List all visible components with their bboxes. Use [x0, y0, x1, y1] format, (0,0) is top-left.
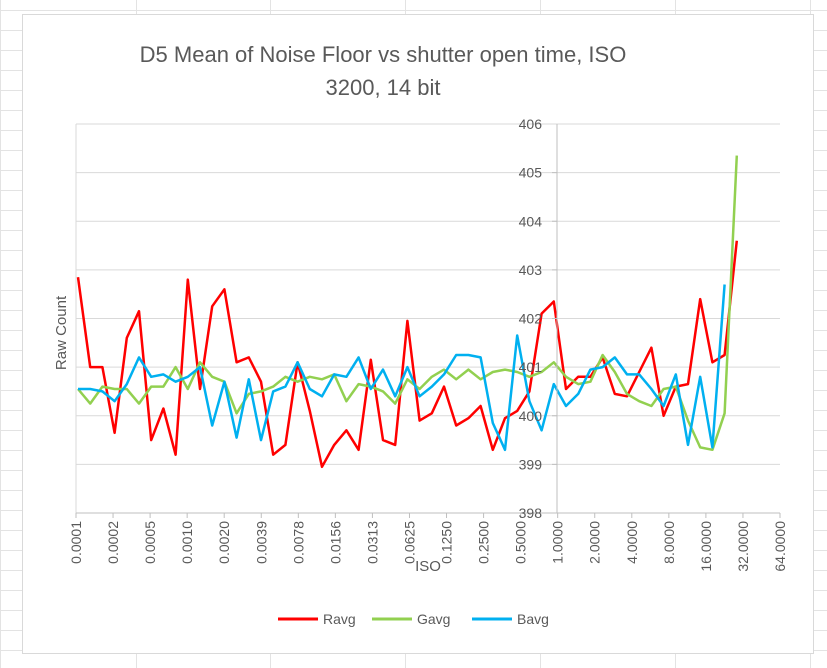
y-tick-labels: 398 399 400 401 402 403 404 405 406: [519, 116, 543, 521]
y-tick-label: 404: [519, 213, 543, 229]
legend-label-bavg: Bavg: [517, 611, 549, 627]
x-tick-label: 8.0000: [661, 521, 677, 564]
x-tick-label: 0.0010: [179, 521, 195, 564]
y-tick-label: 406: [519, 116, 543, 132]
chart-title-line-2: 3200, 14 bit: [326, 75, 441, 100]
x-tick-label: 0.0001: [68, 521, 84, 564]
horizontal-gridlines: [76, 123, 780, 514]
series-line-bavg: [78, 284, 726, 452]
x-tick-label: 32.0000: [735, 521, 751, 572]
y-tick-label: 405: [519, 165, 543, 181]
x-tick-label: 4.0000: [624, 521, 640, 564]
x-tick-label: 0.2500: [476, 521, 492, 564]
x-tick-label: 0.0078: [290, 521, 306, 564]
x-tick-label: 0.0039: [253, 521, 269, 564]
chart-svg: D5 Mean of Noise Floor vs shutter open t…: [53, 42, 788, 627]
x-tick-label: 2.0000: [587, 521, 603, 564]
legend-label-gavg: Gavg: [417, 611, 450, 627]
y-tick-label: 400: [519, 408, 543, 424]
x-tick-label: 1.0000: [550, 521, 566, 564]
series-line-ravg: [76, 240, 739, 469]
legend-item-ravg: Ravg: [278, 611, 356, 627]
y-tick-label: 402: [519, 311, 543, 327]
y-tick-label: 398: [519, 505, 543, 521]
x-tick-label: 16.0000: [698, 521, 714, 572]
series-lines: [76, 155, 739, 469]
x-tick-label: 0.0020: [216, 521, 232, 564]
x-axis-title: ISO: [415, 558, 441, 575]
y-axis-title: Raw Count: [53, 295, 70, 370]
x-tick-label: 0.0313: [364, 521, 380, 564]
chart-title-line-1: D5 Mean of Noise Floor vs shutter open t…: [140, 42, 627, 67]
axes: [75, 124, 781, 518]
x-tick-label: 0.0156: [327, 521, 343, 564]
y-tick-label: 399: [519, 456, 543, 472]
y-tick-label: 403: [519, 262, 543, 278]
x-tick-label: 64.0000: [772, 521, 788, 572]
legend-item-bavg: Bavg: [472, 611, 549, 627]
x-tick-label: 0.5000: [513, 521, 529, 564]
x-tick-label: 0.1250: [439, 521, 455, 564]
x-tick-label: 0.0005: [142, 521, 158, 564]
legend-item-gavg: Gavg: [372, 611, 450, 627]
legend: Ravg Gavg Bavg: [278, 611, 549, 627]
x-tick-label: 0.0002: [105, 521, 121, 564]
series-line-gavg: [77, 155, 739, 452]
x-tick-label: 0.0625: [401, 521, 417, 564]
chart-area[interactable]: D5 Mean of Noise Floor vs shutter open t…: [22, 14, 814, 654]
y-tick-label: 401: [519, 359, 543, 375]
x-tick-labels: 0.0001 0.0002 0.0005 0.0010 0.0020 0.0039 0.00…: [68, 521, 788, 572]
legend-label-ravg: Ravg: [323, 611, 356, 627]
